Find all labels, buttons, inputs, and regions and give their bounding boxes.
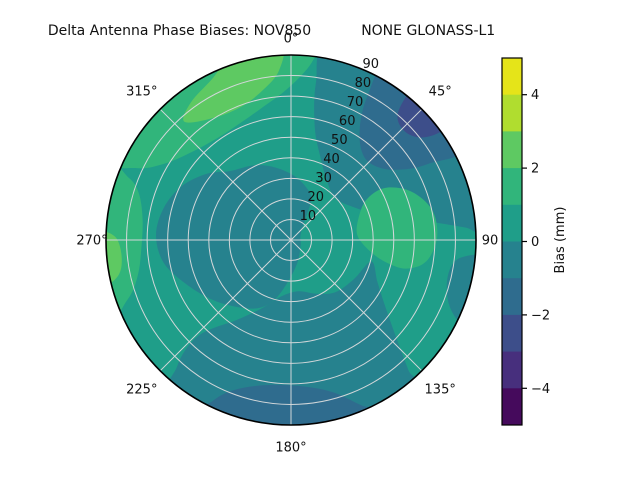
colorbar-tick-label: 0 [531,235,539,250]
colorbar-segment [502,204,522,242]
colorbar-segment [502,58,522,96]
contour-region-south-deep-lobe [191,384,393,425]
azimuth-label-45: 45° [429,84,452,99]
azimuth-label-180: 180° [275,441,306,456]
azimuth-label-270: 270° [76,234,107,249]
contour-region-north-bright-patch [183,55,284,123]
radial-label-70: 70 [347,95,364,110]
colorbar-segment [502,278,522,316]
radial-label-20: 20 [307,190,324,205]
figure-title-left: Delta Antenna Phase Biases: NOV850 [47,23,312,39]
grid-spoke [159,108,292,241]
polar-outline [105,54,477,426]
radial-label-80: 80 [355,76,372,91]
radial-label-50: 50 [331,133,348,148]
colorbar-segment [502,94,522,132]
azimuth-label-315: 315° [126,84,157,99]
grid-spoke [290,239,423,372]
colorbar-segment [502,168,522,206]
colorbar-tick-label: 4 [531,88,539,103]
colorbar-segment [502,351,522,389]
azimuth-label-135: 135° [425,383,456,398]
azimuth-label-90: 90 [482,234,499,249]
grid-spoke [290,108,423,241]
radial-label-40: 40 [323,152,340,167]
contour-region-west-edge-crescent [106,160,143,322]
radial-label-60: 60 [339,114,356,129]
radial-label-10: 10 [300,209,317,224]
colorbar-segment [502,314,522,353]
colorbar-segment [502,131,522,169]
colorbar-segment [502,241,522,279]
colorbar-tick-label: −2 [531,308,550,323]
colorbar-tick-label: 2 [531,162,539,177]
figure-title-right: NONE GLONASS-L1 [361,23,496,39]
contour-region-west-interior-lobe [156,165,312,309]
figure-title: Delta Antenna Phase Biases: NOV850 NONE G… [30,7,495,55]
grid-spoke [159,239,292,372]
contour-region-west-bright-sliver [106,231,122,289]
radial-label-30: 30 [315,171,332,186]
colorbar-tick-label: −4 [531,382,550,397]
contour-region-east-mid-lobe [356,187,438,269]
colorbar-segment [502,388,522,426]
colorbar-axis-label: Bias (mm) [553,207,568,274]
radial-label-90: 90 [363,57,380,72]
azimuth-label-0: 0° [284,32,299,47]
azimuth-label-225: 225° [126,383,157,398]
